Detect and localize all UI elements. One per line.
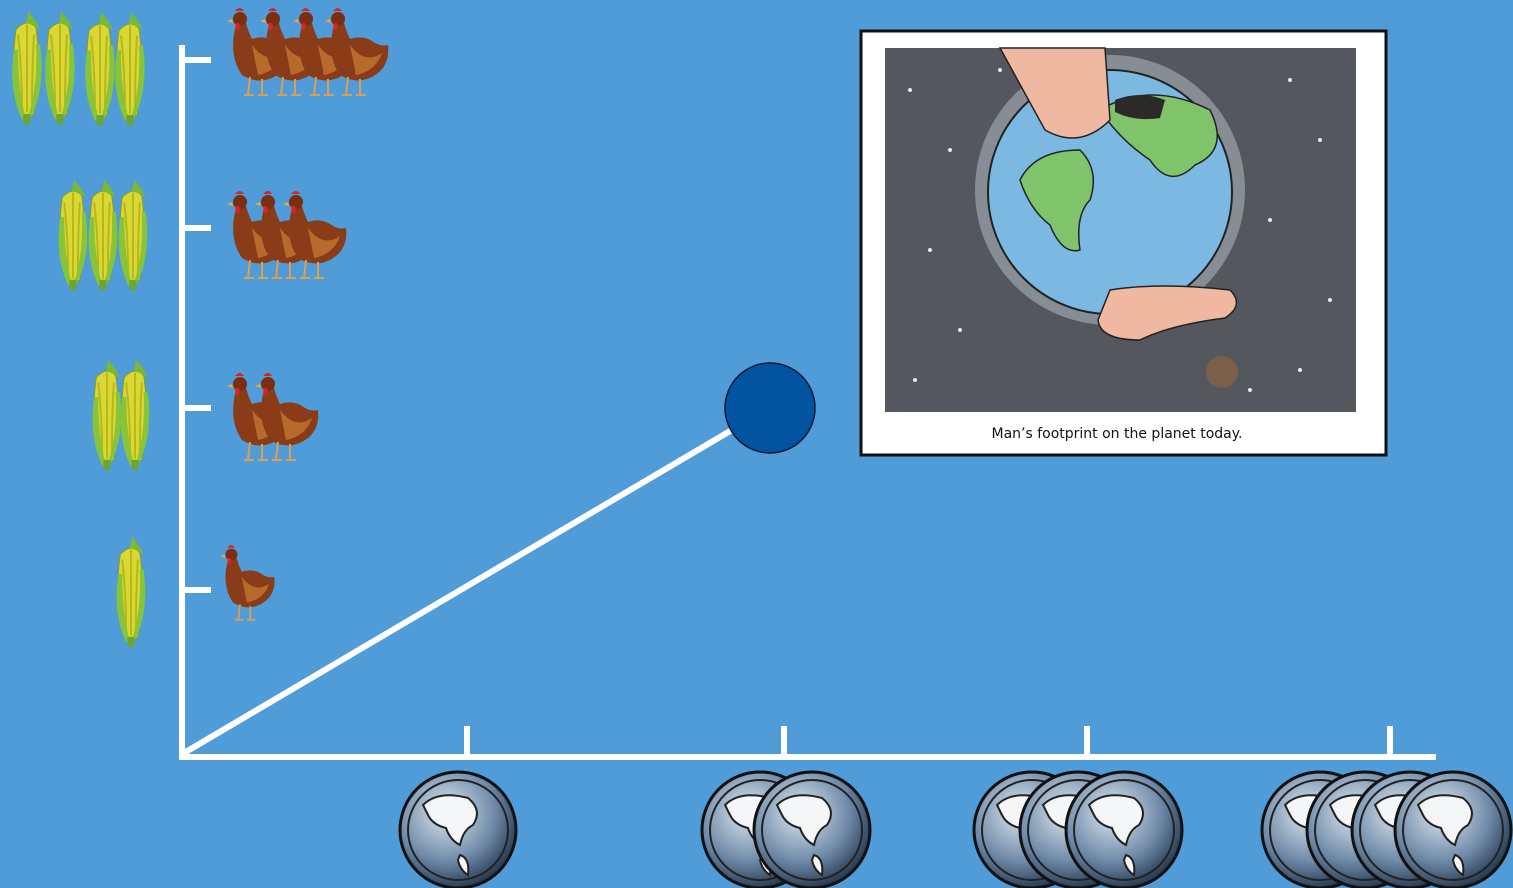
corn-icon bbox=[118, 178, 148, 290]
foot bbox=[1097, 285, 1238, 341]
chicken-icon bbox=[254, 372, 320, 461]
cartoon-caption: Man’s footprint on the planet today. bbox=[992, 426, 1243, 442]
stars bbox=[908, 68, 1332, 392]
corn-icon bbox=[115, 11, 145, 126]
corn-icon bbox=[116, 535, 146, 647]
chicken-icon bbox=[324, 7, 390, 96]
chicken-icon bbox=[219, 544, 276, 621]
globe-icon bbox=[1064, 770, 1184, 888]
corn-icon bbox=[92, 358, 122, 470]
chicken-icon bbox=[282, 190, 348, 279]
debris bbox=[1206, 356, 1238, 388]
corn-icon bbox=[120, 358, 150, 470]
y-axis-icons bbox=[12, 7, 390, 647]
corn-icon bbox=[12, 10, 42, 126]
leg bbox=[998, 47, 1111, 139]
globe-icon bbox=[1393, 770, 1513, 888]
cartoon: Man’s footprint on the planet today. bbox=[859, 29, 1388, 457]
corn-icon bbox=[45, 10, 75, 126]
globe-icon bbox=[398, 770, 518, 888]
current-point bbox=[724, 362, 816, 454]
x-axis-icons bbox=[398, 770, 1513, 888]
corn-icon bbox=[85, 11, 115, 126]
africa bbox=[1019, 149, 1095, 252]
footprint bbox=[1115, 95, 1165, 120]
globe-icon bbox=[752, 770, 872, 888]
trend-line bbox=[182, 421, 744, 756]
axes bbox=[179, 45, 1436, 760]
corn-icon bbox=[58, 178, 88, 290]
corn-icon bbox=[88, 178, 118, 290]
